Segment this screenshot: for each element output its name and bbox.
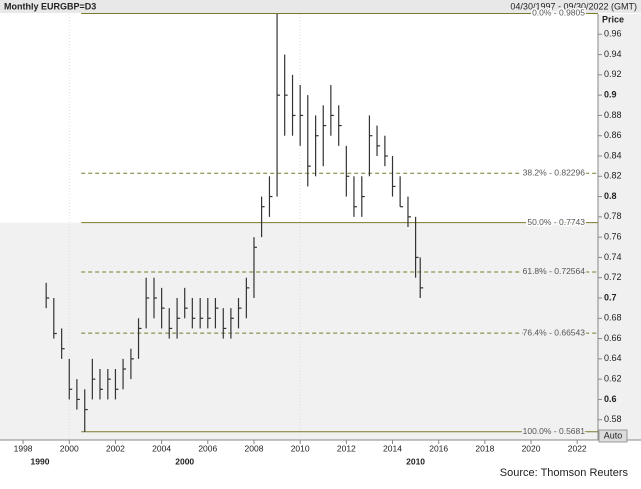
x-tick-label: 2018 bbox=[475, 443, 494, 453]
source: Source: Thomson Reuters bbox=[500, 467, 629, 479]
y-tick-label: 0.64 bbox=[604, 353, 622, 363]
fib-label: 76.4% - 0.66543 bbox=[523, 327, 586, 337]
y-tick-label: 0.8 bbox=[604, 191, 617, 201]
x-tick-label: 2010 bbox=[291, 443, 310, 453]
y-tick-label: 0.94 bbox=[604, 49, 622, 59]
y-tick-label: 0.88 bbox=[604, 110, 622, 120]
price-axis-bg bbox=[598, 14, 641, 440]
y-tick-label: 0.66 bbox=[604, 333, 622, 343]
y-tick-label: 0.62 bbox=[604, 374, 622, 384]
decade-label: 2000 bbox=[175, 456, 194, 466]
x-tick-label: 2006 bbox=[198, 443, 217, 453]
y-tick-label: 0.76 bbox=[604, 232, 622, 242]
y-tick-label: 0.68 bbox=[604, 313, 622, 323]
x-tick-label: 2004 bbox=[152, 443, 171, 453]
y-tick-label: 0.84 bbox=[604, 150, 622, 160]
fib-label: 100.0% - 0.5681 bbox=[523, 426, 586, 436]
x-tick-label: 2022 bbox=[568, 443, 587, 453]
decade-label: 2010 bbox=[406, 456, 425, 466]
fib-label: 38.2% - 0.82296 bbox=[523, 168, 586, 178]
x-tick-label: 1998 bbox=[14, 443, 33, 453]
date-range: 04/30/1997 - 09/30/2022 (GMT) bbox=[510, 1, 637, 11]
x-tick-label: 2000 bbox=[60, 443, 79, 453]
fib-label: 0.0% - 0.9805 bbox=[532, 8, 585, 18]
x-tick-label: 2014 bbox=[383, 443, 402, 453]
header-bar bbox=[0, 0, 641, 13]
y-tick-label: 0.96 bbox=[604, 29, 622, 39]
y-tick-label: 0.6 bbox=[604, 394, 617, 404]
y-tick-label: 0.72 bbox=[604, 272, 622, 282]
fib-label: 61.8% - 0.72564 bbox=[523, 266, 586, 276]
y-tick-label: 0.58 bbox=[604, 414, 622, 424]
y-tick-label: 0.74 bbox=[604, 252, 622, 262]
fib-label: 50.0% - 0.7743 bbox=[527, 217, 585, 227]
y-tick-label: 0.86 bbox=[604, 130, 622, 140]
x-tick-label: 2008 bbox=[245, 443, 264, 453]
y-tick-label: 0.78 bbox=[604, 211, 622, 221]
y-axis-label: Price bbox=[602, 14, 624, 24]
y-tick-label: 0.9 bbox=[604, 90, 617, 100]
x-tick-label: 2020 bbox=[522, 443, 541, 453]
lower-shade bbox=[0, 222, 598, 440]
decade-label: 1990 bbox=[31, 456, 50, 466]
y-tick-label: 0.82 bbox=[604, 171, 622, 181]
x-tick-label: 2002 bbox=[106, 443, 125, 453]
chart-title: Monthly EURGBP=D3 bbox=[4, 1, 96, 11]
x-tick-label: 2012 bbox=[337, 443, 356, 453]
x-tick-label: 2016 bbox=[429, 443, 448, 453]
y-tick-label: 0.7 bbox=[604, 292, 617, 302]
auto-button-label[interactable]: Auto bbox=[604, 430, 623, 440]
y-tick-label: 0.92 bbox=[604, 69, 622, 79]
auto-button[interactable] bbox=[598, 429, 628, 443]
